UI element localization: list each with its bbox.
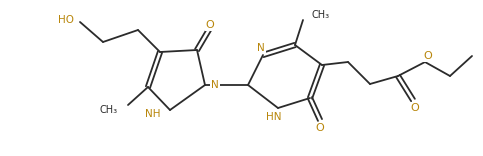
Text: CH₃: CH₃ <box>311 10 329 20</box>
Text: NH: NH <box>144 109 160 119</box>
Text: N: N <box>257 43 265 53</box>
Text: O: O <box>411 103 419 113</box>
Text: O: O <box>206 20 214 30</box>
Text: N: N <box>211 80 219 90</box>
Text: O: O <box>424 51 432 61</box>
Text: HN: HN <box>266 112 282 122</box>
Text: O: O <box>315 123 325 133</box>
Text: HO: HO <box>58 15 74 25</box>
Text: CH₃: CH₃ <box>100 105 118 115</box>
